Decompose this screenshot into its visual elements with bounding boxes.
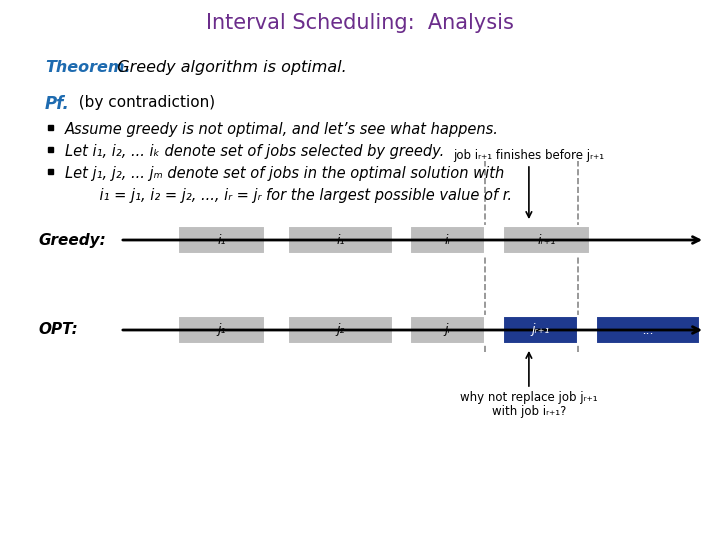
Bar — [288, 226, 392, 254]
Text: Theorem.: Theorem. — [45, 60, 130, 75]
Bar — [178, 226, 265, 254]
Text: Assume greedy is not optimal, and let’s see what happens.: Assume greedy is not optimal, and let’s … — [65, 122, 499, 137]
Text: j₂: j₂ — [336, 323, 345, 336]
Bar — [410, 226, 485, 254]
Text: j₁: j₁ — [217, 323, 226, 336]
Text: jᵣ: jᵣ — [444, 323, 451, 336]
Text: i₁: i₁ — [336, 233, 345, 246]
Text: ...: ... — [642, 323, 654, 336]
Bar — [48, 125, 53, 130]
Bar — [178, 316, 265, 344]
Text: why not replace job jᵣ₊₁: why not replace job jᵣ₊₁ — [460, 391, 598, 404]
Bar — [410, 316, 485, 344]
Bar — [503, 226, 590, 254]
Text: Pf.: Pf. — [45, 95, 70, 113]
Text: Greedy:: Greedy: — [38, 233, 106, 247]
Text: job iᵣ₊₁ finishes before jᵣ₊₁: job iᵣ₊₁ finishes before jᵣ₊₁ — [454, 149, 605, 162]
Text: Greedy algorithm is optimal.: Greedy algorithm is optimal. — [107, 60, 347, 75]
Text: with job iᵣ₊₁?: with job iᵣ₊₁? — [492, 405, 566, 418]
Text: i₁ = j₁, i₂ = j₂, ..., iᵣ = jᵣ for the largest possible value of r.: i₁ = j₁, i₂ = j₂, ..., iᵣ = jᵣ for the l… — [81, 188, 512, 203]
Bar — [503, 316, 578, 344]
Bar — [288, 316, 392, 344]
Text: Let i₁, i₂, ... iₖ denote set of jobs selected by greedy.: Let i₁, i₂, ... iₖ denote set of jobs se… — [65, 144, 444, 159]
Text: OPT:: OPT: — [38, 322, 78, 338]
Text: jᵣ₊₁: jᵣ₊₁ — [531, 323, 549, 336]
Bar — [48, 169, 53, 174]
Bar — [48, 147, 53, 152]
Text: Let j₁, j₂, ... jₘ denote set of jobs in the optimal solution with: Let j₁, j₂, ... jₘ denote set of jobs in… — [65, 166, 504, 181]
Bar — [595, 316, 700, 344]
Text: iᵣ: iᵣ — [444, 233, 451, 246]
Text: Interval Scheduling:  Analysis: Interval Scheduling: Analysis — [206, 13, 514, 33]
Text: (by contradiction): (by contradiction) — [69, 95, 215, 110]
Text: i₁: i₁ — [217, 233, 226, 246]
Text: iᵣ₊₁: iᵣ₊₁ — [537, 233, 556, 246]
